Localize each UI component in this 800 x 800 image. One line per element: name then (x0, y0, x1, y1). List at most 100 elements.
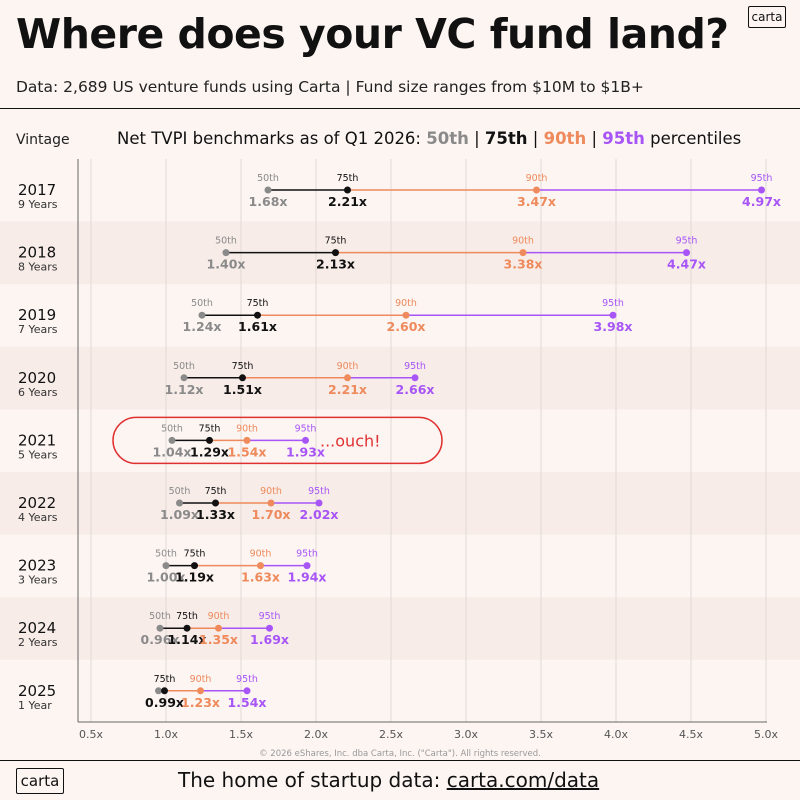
value-label-90th-2024: 1.35x (199, 632, 238, 647)
value-label-50th-2018: 1.40x (207, 257, 246, 272)
pct-label-90th-2025: 90th (190, 674, 212, 685)
vintage-label-2025: 2025 (18, 682, 56, 700)
pct-label-90th-2024: 90th (208, 611, 230, 622)
dot-95th-2019 (609, 311, 617, 319)
dot-95th-2023 (303, 562, 311, 570)
dot-95th-2018 (683, 249, 690, 257)
x-tick-label: 3.0x (454, 728, 478, 741)
dot-50th-2021 (168, 436, 176, 444)
legend-75th: 75th (485, 129, 528, 148)
value-label-95th-2017: 4.97x (742, 194, 781, 209)
value-label-95th-2019: 3.98x (594, 319, 633, 334)
value-label-75th-2020: 1.51x (223, 382, 262, 397)
pct-label-95th-2017: 95th (751, 173, 773, 184)
pct-label-75th-2025: 75th (154, 674, 176, 685)
value-label-50th-2020: 1.12x (165, 382, 204, 397)
dot-75th-2022 (212, 499, 219, 507)
dot-75th-2021 (206, 436, 213, 444)
pct-label-90th-2023: 90th (250, 549, 272, 560)
x-tick-label: 0.5x (79, 728, 103, 741)
pct-label-90th-2022: 90th (260, 486, 282, 497)
value-label-75th-2023: 1.19x (175, 570, 214, 585)
pct-label-50th-2018: 50th (215, 236, 237, 247)
legend-90th: 90th (544, 129, 587, 148)
annotation-ouch: ...ouch! (320, 431, 381, 450)
dot-95th-2022 (315, 499, 323, 507)
pct-label-75th-2018: 75th (325, 236, 347, 247)
vintage-age-2022: 4 Years (18, 511, 58, 524)
chart-title-prefix: Net TVPI benchmarks as of Q1 2026: (117, 129, 426, 148)
value-label-50th-2017: 1.68x (249, 194, 288, 209)
pct-label-95th-2019: 95th (602, 298, 624, 309)
pct-label-90th-2017: 90th (526, 173, 548, 184)
vintage-age-2024: 2 Years (18, 636, 58, 649)
value-label-50th-2024: 0.96x (141, 632, 180, 647)
vintage-label-2019: 2019 (18, 306, 56, 324)
dot-50th-2017 (264, 186, 272, 194)
pct-label-90th-2019: 90th (395, 298, 417, 309)
vintage-age-2023: 3 Years (18, 574, 58, 587)
legend-50th: 50th (426, 129, 469, 148)
chart-title-suffix: percentiles (645, 129, 741, 148)
chart-title: Net TVPI benchmarks as of Q1 2026: 50th … (117, 129, 741, 148)
pct-label-50th-2020: 50th (173, 361, 195, 372)
vintage-label-2021: 2021 (18, 431, 56, 449)
pct-label-95th-2021: 95th (295, 423, 317, 434)
value-label-50th-2023: 1.00x (147, 570, 186, 585)
dot-50th-2024 (156, 624, 164, 632)
copyright-note: © 2026 eShares, Inc. dba Carta, Inc. ("C… (259, 749, 541, 759)
pct-label-50th-2023: 50th (155, 549, 177, 560)
pct-label-95th-2023: 95th (296, 549, 318, 560)
pct-label-50th-2021: 50th (161, 423, 183, 434)
dot-95th-2024 (266, 624, 273, 632)
carta-logo: carta (748, 6, 786, 28)
x-tick-label: 4.5x (679, 728, 703, 741)
vintage-age-2025: 1 Year (18, 699, 52, 712)
pct-label-75th-2019: 75th (247, 298, 269, 309)
vintage-label-2024: 2024 (18, 619, 56, 637)
page-subtitle: Data: 2,689 US venture funds using Carta… (16, 78, 644, 96)
x-tick-label: 1.5x (229, 728, 253, 741)
page-title: Where does your VC fund land? (16, 10, 729, 58)
pct-label-50th-2019: 50th (191, 298, 213, 309)
value-label-50th-2022: 1.09x (160, 507, 199, 522)
dot-90th-2024 (215, 624, 222, 632)
dot-50th-2023 (162, 562, 170, 570)
value-label-50th-2019: 1.24x (183, 319, 222, 334)
pct-label-90th-2018: 90th (512, 236, 534, 247)
pct-label-95th-2018: 95th (676, 236, 698, 247)
dot-50th-2022 (176, 499, 183, 507)
pct-label-90th-2020: 90th (337, 361, 359, 372)
dot-90th-2019 (402, 311, 410, 319)
vintage-label-2017: 2017 (18, 181, 56, 199)
footer-link[interactable]: carta.com/data (446, 768, 600, 792)
x-tick-label: 2.0x (304, 728, 328, 741)
legend-separator: | (586, 129, 602, 148)
pct-label-95th-2025: 95th (236, 674, 258, 685)
row-axis-label: Vintage (16, 132, 70, 148)
row-band-2022 (0, 472, 800, 535)
legend-separator: | (528, 129, 544, 148)
value-label-90th-2018: 3.38x (504, 257, 543, 272)
value-label-90th-2023: 1.63x (241, 570, 280, 585)
top-divider (0, 108, 800, 109)
x-tick-label: 2.5x (379, 728, 403, 741)
value-label-95th-2022: 2.02x (300, 507, 339, 522)
dot-90th-2021 (243, 436, 251, 444)
value-label-75th-2017: 2.21x (328, 194, 367, 209)
dot-50th-2018 (222, 249, 230, 257)
value-label-90th-2021: 1.54x (228, 444, 267, 459)
value-label-75th-2025: 0.99x (145, 695, 184, 710)
dot-95th-2017 (758, 186, 765, 194)
value-label-95th-2025: 1.54x (228, 695, 267, 710)
legend-95th: 95th (602, 129, 645, 148)
dot-75th-2019 (254, 311, 261, 319)
x-tick-label: 4.0x (604, 728, 628, 741)
vintage-age-2020: 6 Years (18, 386, 58, 399)
dot-50th-2019 (198, 311, 206, 319)
pct-label-95th-2022: 95th (308, 486, 330, 497)
vintage-label-2023: 2023 (18, 557, 56, 575)
value-label-75th-2022: 1.33x (196, 507, 235, 522)
carta-logo-footer: carta (16, 768, 64, 794)
value-label-95th-2020: 2.66x (396, 382, 435, 397)
